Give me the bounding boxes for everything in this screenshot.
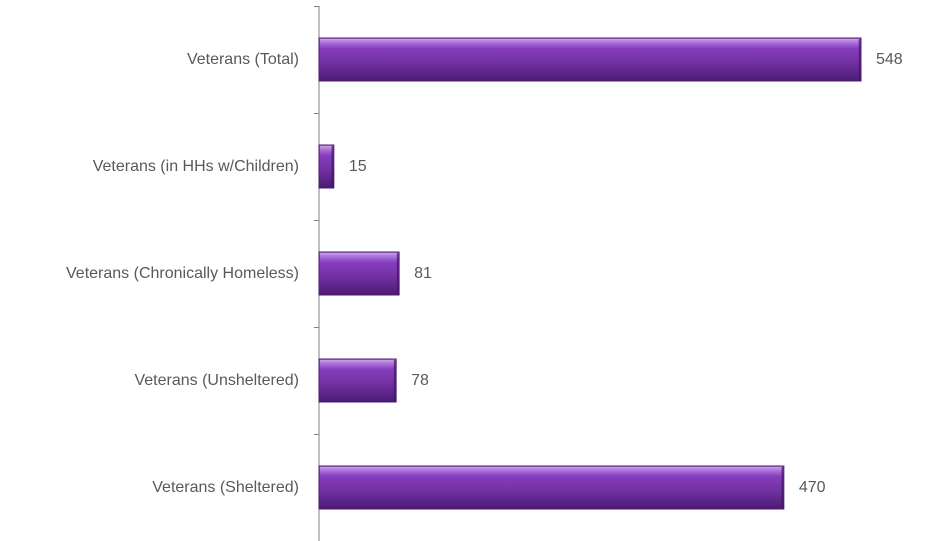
bar-highlight bbox=[320, 467, 783, 487]
bar-highlight bbox=[320, 39, 860, 59]
data-label: 15 bbox=[349, 158, 367, 175]
category-label: Veterans (Unsheltered) bbox=[134, 372, 299, 389]
data-label: 470 bbox=[799, 479, 826, 496]
bar bbox=[318, 358, 397, 403]
labels-layer: Veterans (Total) 548 Veterans (in HHs w/Ch… bbox=[66, 51, 903, 496]
bar bbox=[318, 144, 335, 189]
category-label: Veterans (in HHs w/Children) bbox=[93, 158, 299, 175]
axis-layer bbox=[314, 6, 320, 541]
data-label: 81 bbox=[414, 265, 432, 282]
category-label: Veterans (Chronically Homeless) bbox=[66, 265, 299, 282]
bar-highlight bbox=[320, 146, 333, 166]
bar bbox=[318, 37, 862, 82]
category-label: Veterans (Total) bbox=[187, 51, 299, 68]
bars-layer bbox=[318, 37, 862, 510]
bar-highlight bbox=[320, 360, 396, 380]
data-label: 548 bbox=[876, 51, 903, 68]
category-label: Veterans (Sheltered) bbox=[152, 479, 299, 496]
bar bbox=[318, 251, 400, 296]
data-label: 78 bbox=[411, 372, 429, 389]
bar bbox=[318, 465, 785, 510]
bar-highlight bbox=[320, 253, 399, 273]
